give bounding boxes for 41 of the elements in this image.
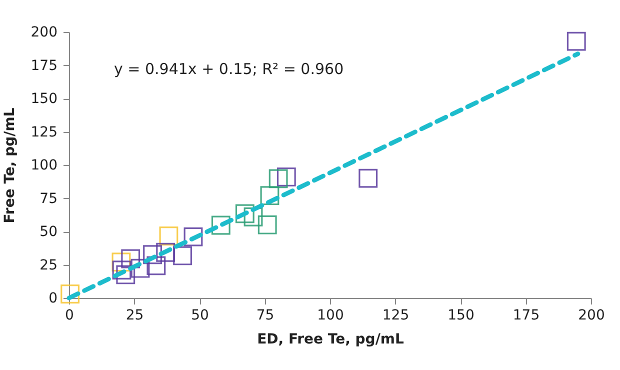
point <box>159 226 178 246</box>
y-tick-label: 125 <box>30 124 58 140</box>
x-tick-label: 0 <box>65 308 74 324</box>
point <box>121 249 140 268</box>
point <box>244 207 263 226</box>
point <box>566 32 586 51</box>
y-tick-label: 50 <box>40 224 58 240</box>
annotation: y = 0.941x + 0.15; R² = 0.960 <box>114 60 344 78</box>
x-tick-label: 125 <box>382 308 410 324</box>
y-tick-label: 75 <box>40 190 58 207</box>
y-tick-label: 100 <box>30 158 58 174</box>
point <box>184 227 203 246</box>
point <box>260 186 280 206</box>
point <box>258 215 277 234</box>
y-tick-label: 200 <box>30 24 58 40</box>
x-tick-label: 200 <box>578 308 605 324</box>
point <box>112 252 131 272</box>
x-tick-label: 25 <box>126 308 144 324</box>
y-tick-label: 175 <box>30 58 58 74</box>
point <box>60 284 80 304</box>
y-axis-title: Free Te, pg/mL <box>2 108 18 224</box>
x-tick-label: 175 <box>512 308 540 324</box>
point <box>211 216 230 235</box>
point <box>173 246 192 266</box>
point <box>143 245 162 264</box>
y-tick-label: 150 <box>30 91 58 107</box>
x-tick-label: 100 <box>317 308 344 324</box>
point <box>276 168 296 186</box>
x-tick-label: 75 <box>256 308 274 324</box>
x-tick-label: 150 <box>448 308 474 324</box>
point <box>268 169 288 188</box>
point <box>116 265 136 284</box>
y-tick-label: 25 <box>40 257 58 274</box>
point <box>156 242 176 262</box>
point <box>358 168 378 188</box>
point <box>235 204 254 224</box>
point <box>112 260 132 280</box>
y-tick-label: 0 <box>48 290 58 306</box>
point <box>146 256 166 276</box>
x-tick-label: 50 <box>191 308 209 324</box>
x-axis-title: ED, Free Te, pg/mL <box>257 332 404 348</box>
